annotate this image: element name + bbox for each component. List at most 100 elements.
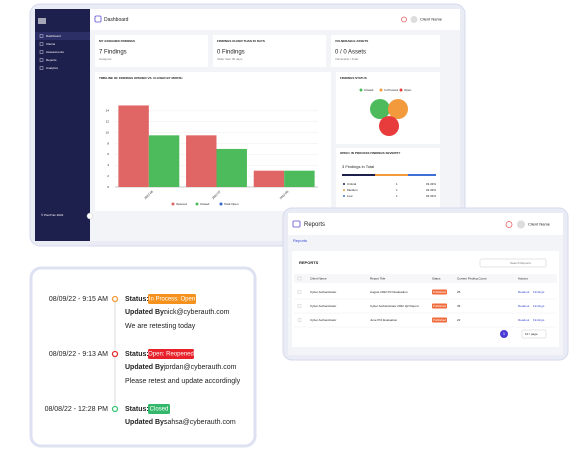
page-size-label[interactable]: 10 / page — [525, 332, 538, 336]
y-tick-label: 4 — [107, 163, 109, 167]
menu-item[interactable]: Reports — [46, 58, 57, 62]
finding-count: 35 — [457, 304, 461, 308]
menu-item[interactable]: Analytics — [46, 66, 59, 70]
severity-bar — [375, 174, 408, 176]
menu-icon — [39, 66, 44, 70]
y-tick-label: 8 — [107, 141, 109, 145]
page-size[interactable] — [521, 329, 547, 339]
entry-date: 08/09/22 - 9:15 AM — [49, 296, 108, 303]
action-readout[interactable]: Readout — [518, 304, 530, 308]
timeline: 08/09/22 - 9:15 AM Status: In Process: Ope… — [29, 266, 257, 448]
legend-swatch — [359, 88, 363, 92]
entry-date: 08/08/22 - 12:28 PM — [45, 406, 109, 413]
sidebar — [35, 9, 90, 241]
status-badge — [432, 289, 447, 295]
status-title: FINDINGS STATUS — [340, 76, 367, 80]
severity-label: Medium — [347, 188, 358, 192]
status-dot — [111, 295, 119, 303]
x-tick-label: 2022-08 — [279, 189, 290, 200]
report-title[interactable]: August 2022 PCI Evaluation — [370, 290, 408, 294]
severity-count: 1 — [396, 188, 398, 192]
column-header: Actions — [518, 276, 528, 280]
legend-swatch — [171, 202, 175, 206]
client-name: Cyber Authenticator — [310, 318, 336, 322]
action-findings[interactable]: Findings — [533, 304, 545, 308]
severity-label: Critical — [347, 182, 357, 186]
checkbox[interactable] — [297, 276, 302, 281]
bar — [216, 148, 247, 187]
page-number[interactable]: 1 — [503, 331, 506, 336]
bar-chart: 0 2 4 6 8 10 12 14 2022-06 2022-07 2022-08 Opened Cl… — [106, 105, 318, 206]
status-dot — [111, 350, 119, 358]
breadcrumb[interactable]: Reports — [293, 238, 307, 243]
updated-label: Updated By: — [125, 309, 166, 316]
avatar[interactable] — [517, 220, 525, 229]
action-readout[interactable]: Readout — [518, 318, 530, 322]
reports: Reports Client Name Reports REPORTS Sear… — [282, 207, 569, 361]
search-box[interactable] — [479, 258, 547, 268]
avatar[interactable] — [410, 16, 418, 23]
updated-by: jordan@cyberauth.com — [163, 364, 237, 371]
report-title[interactable]: June PCI Evaluation — [370, 318, 398, 322]
user-name[interactable]: Client Name — [420, 17, 443, 22]
menu-item[interactable]: Dashboard — [46, 34, 61, 38]
action-findings[interactable]: Findings — [533, 318, 545, 322]
menu-item[interactable]: Assessments — [46, 50, 64, 54]
collapse-button[interactable] — [86, 212, 94, 220]
y-tick-label: 2 — [107, 174, 109, 178]
card-title: REPORTS — [299, 260, 319, 265]
checkbox[interactable] — [297, 304, 302, 308]
notification-icon[interactable] — [505, 221, 513, 228]
logo — [38, 18, 46, 24]
severity-swatch — [343, 189, 345, 191]
legend-swatch — [399, 88, 403, 92]
status-label: Status: — [125, 406, 149, 413]
menu-icon — [39, 50, 44, 54]
search-placeholder[interactable]: Search Reports — [510, 261, 531, 265]
severity-table: Critical 1 33.33% Medium 1 33.33% Low 1 33.33% — [343, 182, 436, 198]
checkbox[interactable] — [297, 318, 302, 322]
status-label: Status: — [125, 296, 149, 303]
notification-icon[interactable] — [401, 16, 407, 23]
bubble — [388, 99, 408, 119]
status-badge — [148, 294, 196, 304]
severity-count: 1 — [396, 194, 398, 198]
header — [288, 213, 563, 235]
status-legend: Closed In Process Open — [359, 88, 412, 92]
y-tick-label: 0 — [107, 185, 109, 189]
stat-card — [95, 35, 208, 67]
stat-caption: Vulnerable / Total — [335, 57, 358, 61]
header-icon — [94, 15, 102, 23]
report-title[interactable]: Cyber Authenticator 2022 Q2 Report — [370, 304, 419, 308]
y-tick-label: 14 — [106, 109, 110, 113]
bar — [253, 170, 285, 187]
stat-caption: Older than 30 days — [217, 57, 243, 61]
menu-icon — [39, 34, 44, 38]
legend-swatch — [195, 202, 199, 206]
page-button[interactable] — [500, 330, 508, 338]
client-name: Cyber Authenticator — [310, 304, 336, 308]
action-findings[interactable]: Findings — [533, 290, 545, 294]
bar — [148, 135, 180, 187]
status-dot — [111, 405, 119, 413]
status-text: Closed — [150, 407, 169, 413]
reports-table: Client Name Report Title Status Current Fin… — [294, 274, 557, 328]
checkbox[interactable] — [297, 290, 302, 294]
entry-date: 08/09/22 - 9:13 AM — [49, 351, 108, 358]
action-readout[interactable]: Readout — [518, 290, 530, 294]
sidebar-footer: © PlexTrac 2022 — [41, 213, 64, 217]
severity-swatch — [343, 195, 345, 197]
stat-label: FINDINGS OLDER THAN 30 DAYS — [217, 39, 265, 43]
menu-item[interactable]: Clients — [46, 42, 56, 46]
legend-label: In Process — [384, 88, 399, 92]
stat-card — [213, 35, 326, 67]
bubble — [379, 116, 399, 136]
legend-label: Closed — [200, 202, 210, 206]
status-text: Open: Reopened — [148, 352, 194, 358]
status-text: Published — [433, 304, 447, 308]
stat-value: 7 Findings — [99, 50, 127, 56]
severity-swatch — [343, 183, 345, 185]
client-name: Cyber Authenticator — [310, 290, 336, 294]
user-name[interactable]: Client Name — [528, 222, 551, 227]
